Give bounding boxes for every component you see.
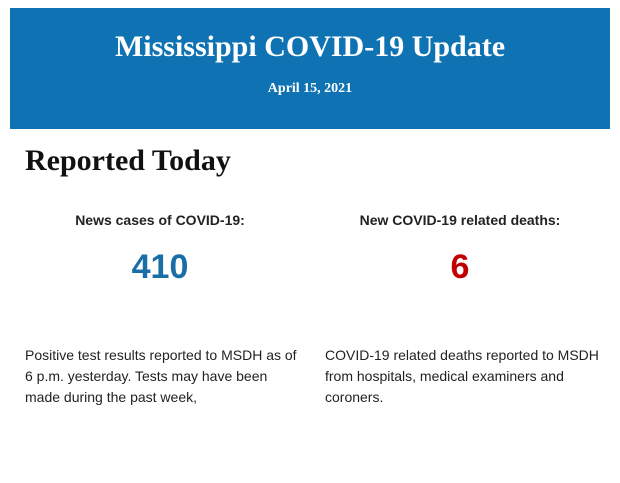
stat-description: COVID-19 related deaths reported to MSDH…	[325, 347, 599, 405]
stat-card: News cases of COVID-19: 410	[20, 212, 300, 287]
header: Mississippi COVID-19 Update April 15, 20…	[10, 8, 610, 129]
stat-value: 6	[450, 248, 470, 286]
date: April 15, 2021	[267, 81, 353, 96]
stat-value: 410	[131, 248, 189, 286]
stat-description: Positive test results reported to MSDH a…	[25, 347, 297, 405]
stat-label: News cases of COVID-19:	[75, 212, 245, 228]
stat-card: New COVID-19 related deaths: 6	[320, 212, 600, 287]
title: Mississippi COVID-19 Update	[114, 30, 506, 63]
section-title: Reported Today	[25, 144, 231, 177]
stat-label: New COVID-19 related deaths:	[359, 212, 561, 228]
